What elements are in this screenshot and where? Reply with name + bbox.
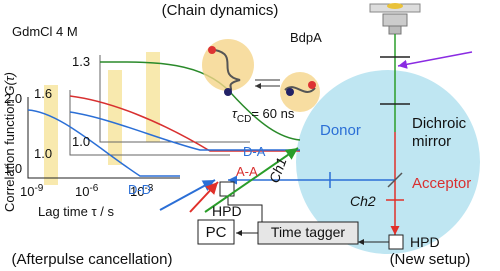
light-paths xyxy=(228,34,473,235)
hpd-label: HPD xyxy=(410,234,440,250)
hpd-label: HPD xyxy=(212,203,242,219)
title: (Chain dynamics) xyxy=(162,2,279,19)
pc-box xyxy=(197,219,235,245)
x-axis-label: Lag time τ / s xyxy=(38,204,114,219)
caption: (New setup) xyxy=(390,251,471,268)
condition: GdmCl 4 M xyxy=(12,24,78,39)
molecule-name: BdpA xyxy=(290,30,322,45)
y-tick: 1.3 xyxy=(72,54,90,69)
cables xyxy=(227,196,389,245)
mirror-label: mirror xyxy=(412,133,451,150)
y-axis-label: Correlation function G(τ) xyxy=(2,72,17,212)
y-tick: 1.0 xyxy=(34,146,52,161)
setup-background xyxy=(296,70,480,254)
curve-label: A-A xyxy=(236,164,258,179)
y-tick: 1.0 xyxy=(4,161,22,176)
tagger-label: Time tagger xyxy=(271,224,346,240)
x-tick: 10-6 xyxy=(75,183,99,199)
microscope xyxy=(369,3,421,35)
mirror-label: Dichroic xyxy=(412,115,467,132)
curve-label: D-D xyxy=(128,182,151,197)
y-tick: 1.6 xyxy=(34,86,52,101)
ch2-label: Ch2 xyxy=(350,193,376,209)
detector-2 xyxy=(388,234,404,250)
tau-label: τCD= 60 ns xyxy=(232,106,295,125)
caption: (Afterpulse cancellation) xyxy=(12,251,173,268)
x-tick: 10-9 xyxy=(20,183,44,199)
y-tick: 1.0 xyxy=(72,134,90,149)
molecule-illustration xyxy=(202,39,320,112)
y-tick: 2.0 xyxy=(4,91,22,106)
curve-label: D-A xyxy=(243,144,266,159)
plot xyxy=(27,52,301,213)
pc-label: PC xyxy=(206,224,227,241)
acceptor-label: Acceptor xyxy=(412,175,471,192)
x-tick: 10-3 xyxy=(130,183,154,199)
donor-label: Donor xyxy=(320,122,361,139)
